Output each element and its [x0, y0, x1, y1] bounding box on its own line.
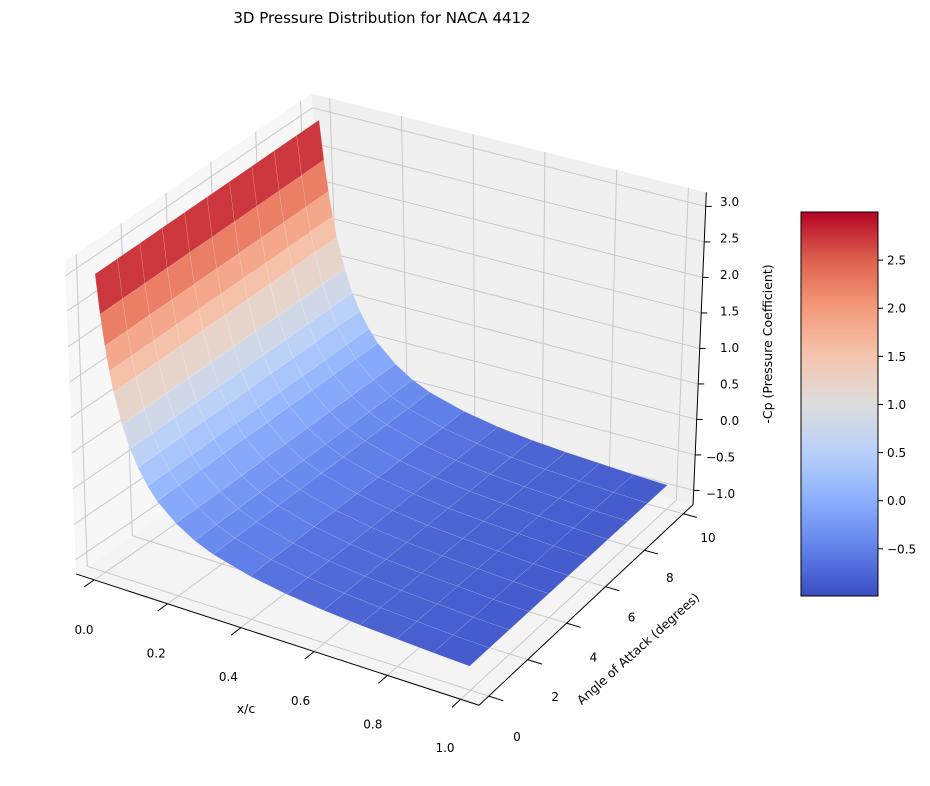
surface-facet — [302, 359, 335, 391]
y-tick-label: 2 — [551, 690, 559, 704]
floor-grid-line — [87, 565, 489, 697]
x-tick-mark — [157, 603, 168, 612]
surface-facet — [285, 323, 316, 359]
x-tick-label: 0.8 — [363, 717, 382, 731]
y-tick-mark — [683, 513, 697, 518]
y-tick-mark — [566, 622, 581, 628]
surface-facet — [322, 593, 381, 626]
surface-facet — [476, 426, 533, 458]
surface-facet — [122, 282, 150, 331]
surface-facet — [196, 386, 228, 421]
chart-title: 3D Pressure Distribution for NACA 4412 — [233, 9, 530, 27]
y-axis-label: Angle of Attack (degrees) — [574, 590, 703, 708]
x-tick-mark — [451, 698, 462, 708]
x-axis-label: x/c — [237, 701, 256, 716]
surface-facet — [292, 526, 351, 562]
colorbar-tick-label: 1.0 — [887, 398, 906, 412]
surface-facet — [413, 476, 470, 509]
surface-facet — [238, 237, 267, 279]
surface-facet — [121, 408, 153, 450]
surface-facet — [432, 634, 490, 667]
surface-facet — [427, 507, 484, 539]
surface-facet — [251, 150, 280, 207]
x-tick-label: 0.2 — [147, 647, 166, 661]
surface-facet — [200, 453, 243, 492]
x-tick-mark — [378, 675, 388, 684]
back-grid-line — [317, 249, 700, 349]
surface-facet — [156, 484, 199, 524]
surface-facet — [94, 258, 123, 315]
surface-facet — [169, 454, 202, 486]
back-grid-line — [319, 284, 699, 385]
surface-facet — [175, 507, 217, 541]
z-tick-label: 1.0 — [720, 341, 739, 355]
y-tick-mark — [488, 695, 504, 702]
floor-grid-line — [460, 499, 677, 700]
colorbar-tick-label: 1.5 — [887, 350, 906, 364]
z-tick-label: 2.5 — [720, 232, 739, 246]
surface-facet — [558, 480, 614, 511]
left-grid-line — [65, 107, 313, 277]
y-tick-label: 0 — [513, 730, 521, 744]
surface-facet — [391, 493, 449, 526]
y-tick-mark — [527, 659, 543, 665]
y-tick-label: 8 — [666, 571, 674, 585]
x-tick-label: 0.0 — [74, 623, 93, 637]
surface-mesh — [94, 119, 668, 667]
y-tick-mark — [605, 586, 620, 592]
colorbar-tick-label: 0.5 — [887, 446, 906, 460]
back-grid-line — [313, 142, 705, 243]
x-tick-label: 0.4 — [219, 670, 238, 684]
x-tick-mark — [304, 651, 315, 660]
x-tick-label: 1.0 — [435, 741, 454, 755]
y-tick-label: 4 — [590, 650, 598, 664]
surface-facet — [117, 242, 146, 300]
y-tick-label: 10 — [700, 531, 715, 545]
surface-facet — [532, 545, 589, 576]
colorbar-ticks: −0.5 0.0 0.5 1.0 1.5 2.0 2.5 — [878, 254, 916, 556]
surface-facet — [303, 443, 344, 474]
surface-facet — [204, 404, 237, 440]
x-axis-line — [75, 573, 480, 706]
z-tick-label: 0.0 — [720, 414, 739, 428]
y-tick-mark — [644, 549, 659, 555]
surface-facet — [544, 451, 601, 482]
surface-facet — [368, 395, 409, 426]
back-grid-line — [316, 213, 702, 314]
surface-facet — [233, 330, 264, 372]
z-tick-label: 2.0 — [720, 268, 739, 282]
surface-facet — [216, 252, 244, 295]
axes: 0.0 0.2 0.4 0.6 0.8 1.0 0 2 4 6 8 10 −1.0 −0.5 0.0 0.5 1… — [74, 192, 739, 755]
colorbar-tick-label: 2.5 — [887, 254, 906, 268]
surface-facet — [226, 388, 259, 424]
x-tick-mark — [83, 579, 95, 588]
colorbar — [800, 211, 879, 597]
z-tick-label: −0.5 — [706, 451, 735, 465]
surface-facet — [129, 432, 161, 468]
surface-facet — [241, 459, 283, 493]
z-tick-label: −1.0 — [706, 487, 735, 501]
y-axis-line — [478, 504, 694, 706]
back-grid-line — [320, 320, 697, 420]
surface-facet — [310, 216, 338, 254]
x-tick-label: 0.6 — [291, 694, 310, 708]
y-tick-label: 6 — [628, 611, 636, 625]
surface-facet — [307, 411, 348, 445]
surface-facet — [213, 422, 246, 455]
surface-facet — [314, 236, 346, 285]
colorbar-tick-label: −0.5 — [887, 542, 916, 556]
colorbar-tick-label: 2.0 — [887, 302, 906, 316]
back-grid-line — [314, 178, 703, 278]
x-tick-mark — [230, 627, 242, 636]
back-grid-line — [312, 107, 706, 207]
z-tick-label: 0.5 — [720, 378, 739, 392]
surface-facet — [263, 339, 294, 374]
surface-facet — [510, 439, 567, 470]
z-axis-label: -Cp (Pressure Coefficient) — [760, 264, 775, 423]
z-tick-label: 3.0 — [720, 195, 739, 209]
colorbar-tick-label: 0.0 — [887, 494, 906, 508]
z-tick-label: 1.5 — [720, 305, 739, 319]
